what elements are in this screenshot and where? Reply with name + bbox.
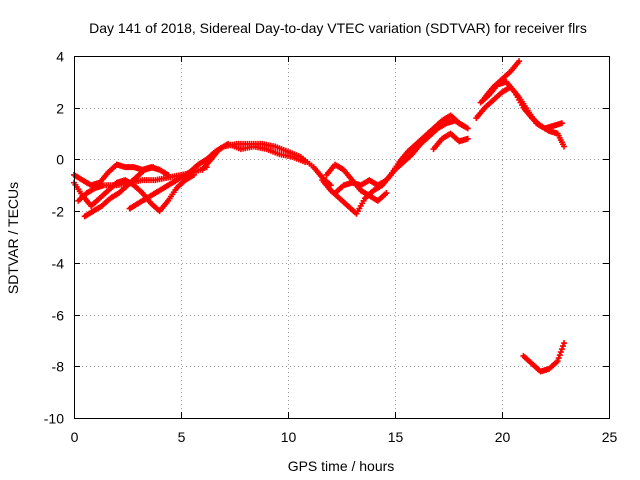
series-track-f: [199, 140, 309, 173]
data-point: [561, 340, 568, 347]
data-point: [558, 346, 565, 353]
x-tick-label: 25: [602, 429, 618, 445]
data-point: [555, 355, 562, 362]
chart-title: Day 141 of 2018, Sidereal Day-to-day VTE…: [89, 20, 587, 36]
x-tick-label: 15: [388, 429, 404, 445]
y-tick-label: -10: [44, 411, 64, 427]
data-point: [556, 352, 563, 359]
y-tick-label: 4: [56, 49, 64, 65]
grid: [74, 56, 609, 418]
tick-labels: 0 5 10 15 20 25 -10 -8 -6 -4 -2 0 2 4: [44, 49, 618, 446]
y-tick-label: -8: [52, 359, 65, 375]
series-track-m: [477, 78, 568, 150]
x-tick-label: 5: [178, 429, 186, 445]
data-point: [557, 349, 564, 356]
series-track-d: [81, 164, 157, 220]
data-point: [460, 122, 467, 129]
plot-frame: [74, 56, 610, 419]
x-axis-label: GPS time / hours: [288, 458, 395, 474]
y-tick-label: -2: [52, 204, 65, 220]
data-point: [554, 358, 561, 365]
data-point: [464, 135, 471, 142]
y-tick-label: -4: [52, 256, 65, 272]
data-point: [150, 164, 157, 171]
y-tick-label: 2: [56, 101, 64, 117]
series-track-i: [332, 117, 467, 197]
y-axis-label: SDTVAR / TECUs: [5, 182, 21, 294]
series-track-j: [430, 130, 471, 153]
x-tick-label: 20: [495, 429, 511, 445]
data-point: [383, 190, 390, 197]
data-point: [561, 143, 568, 150]
series-track-e: [126, 140, 334, 212]
data-points: [71, 58, 568, 375]
x-tick-label: 0: [71, 429, 79, 445]
x-tick-label: 10: [281, 429, 297, 445]
data-point: [302, 159, 309, 166]
series-track-a: [71, 171, 197, 215]
data-point: [558, 120, 565, 127]
data-point: [559, 343, 566, 350]
data-point: [516, 58, 523, 65]
y-tick-label: 0: [56, 152, 64, 168]
y-tick-label: -6: [52, 308, 65, 324]
data-point: [464, 125, 471, 132]
series-track-n: [520, 340, 568, 375]
